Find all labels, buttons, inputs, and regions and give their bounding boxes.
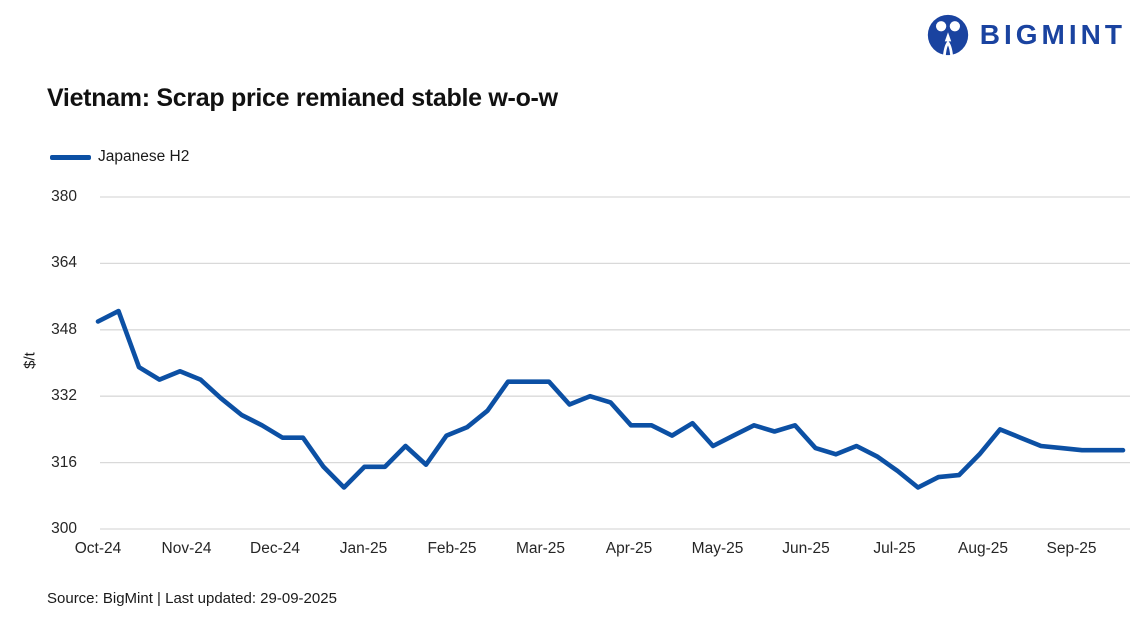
y-tick-label: 364 bbox=[51, 254, 77, 272]
source-note: Source: BigMint | Last updated: 29-09-20… bbox=[47, 590, 337, 607]
x-tick-label: Aug-25 bbox=[958, 540, 1008, 557]
price-line-japanese-h2 bbox=[95, 308, 1126, 490]
y-tick-label: 300 bbox=[51, 520, 77, 537]
x-tick-label: May-25 bbox=[691, 540, 744, 557]
x-tick-label: Jul-25 bbox=[873, 540, 916, 557]
bigmint-logo-mark bbox=[927, 14, 968, 57]
x-tick-label: Dec-24 bbox=[250, 540, 300, 557]
x-tick-label: Oct-24 bbox=[74, 540, 122, 557]
legend-label: Japanese H2 bbox=[98, 148, 190, 165]
x-tick-label: Sep-25 bbox=[1046, 540, 1097, 557]
plot-area bbox=[95, 196, 1130, 530]
legend: Japanese H2 bbox=[50, 148, 189, 166]
y-tick-label: 348 bbox=[51, 320, 77, 338]
bigmint-logo-text: BIGMINT bbox=[979, 19, 1126, 50]
x-tick-label: Feb-25 bbox=[427, 540, 477, 557]
chart-title: Vietnam: Scrap price remianed stable w-o… bbox=[47, 84, 558, 112]
x-tick-label: Jun-25 bbox=[782, 540, 830, 557]
y-tick-label: 316 bbox=[51, 453, 77, 471]
bigmint-logo: BIGMINT bbox=[926, 13, 1126, 57]
y-tick-label: 332 bbox=[51, 387, 77, 405]
y-tick-label: 380 bbox=[51, 188, 77, 205]
x-tick-label: Jan-25 bbox=[339, 540, 388, 557]
y-axis-title: $/t bbox=[21, 352, 39, 369]
x-tick-label: Mar-25 bbox=[515, 540, 566, 557]
x-tick-label: Nov-24 bbox=[161, 540, 212, 557]
x-tick-label: Apr-25 bbox=[605, 540, 653, 557]
legend-line-swatch bbox=[50, 154, 91, 160]
